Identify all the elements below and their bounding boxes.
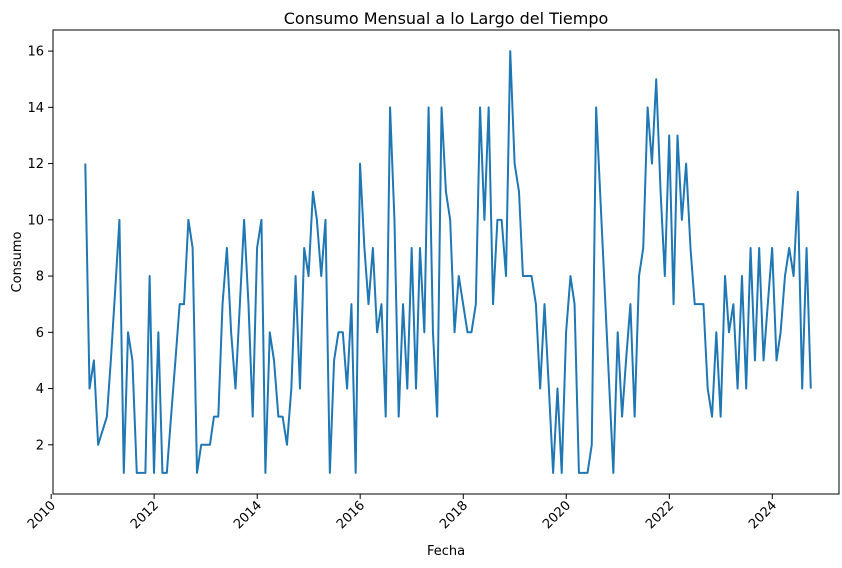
y-tick-label: 4 [36, 382, 44, 397]
y-tick-label: 12 [27, 157, 44, 172]
y-tick-label: 2 [36, 438, 44, 453]
y-axis: 2 4 6 8 10 12 14 16 [27, 45, 53, 453]
series-line [84, 50, 812, 474]
y-tick-label: 14 [27, 101, 44, 116]
y-tick-label: 6 [36, 326, 44, 341]
y-axis-label: Consumo [10, 232, 25, 293]
y-tick-label: 10 [27, 213, 44, 228]
plot-frame [52, 29, 840, 495]
x-axis-label: Fecha [427, 544, 465, 559]
y-tick-label: 8 [36, 270, 44, 285]
plot-area [84, 50, 812, 474]
chart-title: Consumo Mensual a lo Largo del Tiempo [284, 9, 609, 28]
y-tick-label: 16 [27, 45, 44, 60]
